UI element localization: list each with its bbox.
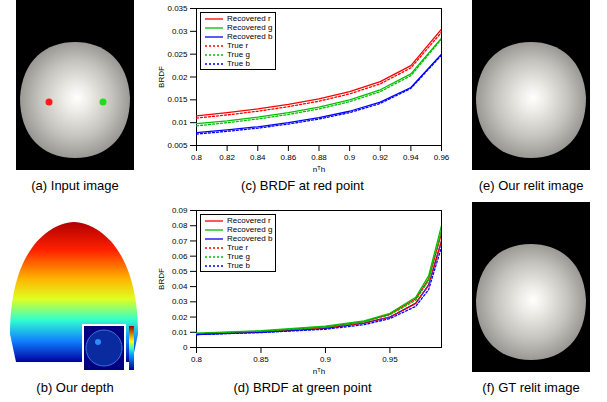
html-text:Recovered g: Recovered g bbox=[227, 23, 273, 32]
svg-text:BRDF: BRDF bbox=[157, 66, 166, 88]
html-text:True b: True b bbox=[227, 261, 250, 270]
svg-text:0.02: 0.02 bbox=[172, 73, 188, 82]
svg-text:0.85: 0.85 bbox=[253, 355, 269, 364]
html-text:True g: True g bbox=[227, 50, 250, 59]
svg-text:0.8: 0.8 bbox=[191, 153, 203, 162]
svg-text:0.07: 0.07 bbox=[172, 237, 188, 246]
svg-text:0.01: 0.01 bbox=[172, 118, 188, 127]
svg-text:0.94: 0.94 bbox=[403, 153, 419, 162]
svg-text:0.05: 0.05 bbox=[172, 267, 188, 276]
html-text:(b) Our depth: (b) Our depth bbox=[36, 380, 114, 395]
svg-text:0.9: 0.9 bbox=[320, 355, 332, 364]
svg-text:0.9: 0.9 bbox=[344, 153, 356, 162]
html-text:(e) Our relit image: (e) Our relit image bbox=[478, 178, 584, 193]
html-text:True g: True g bbox=[227, 252, 250, 261]
svg-text:0.8: 0.8 bbox=[191, 355, 203, 364]
html-text:True b: True b bbox=[227, 59, 250, 68]
svg-text:0.005: 0.005 bbox=[167, 141, 188, 150]
html-text:Recovered r: Recovered r bbox=[227, 14, 271, 23]
html-text:(f) GT relit image: (f) GT relit image bbox=[482, 380, 580, 395]
svg-text:0.88: 0.88 bbox=[311, 153, 327, 162]
svg-text:0.04: 0.04 bbox=[172, 282, 188, 291]
html-text:Recovered b: Recovered b bbox=[227, 234, 273, 243]
html-text:Recovered b: Recovered b bbox=[227, 32, 273, 41]
html-text:True r: True r bbox=[227, 243, 248, 252]
svg-text:0.09: 0.09 bbox=[172, 206, 188, 215]
svg-text:0.92: 0.92 bbox=[372, 153, 388, 162]
svg-text:0.03: 0.03 bbox=[172, 297, 188, 306]
svg-text:0.025: 0.025 bbox=[167, 50, 188, 59]
svg-text:nᵀh: nᵀh bbox=[313, 165, 325, 174]
svg-text:nᵀh: nᵀh bbox=[313, 367, 325, 376]
svg-text:0.03: 0.03 bbox=[172, 27, 188, 36]
svg-text:0.82: 0.82 bbox=[219, 153, 235, 162]
html-text:(c) BRDF at red point: (c) BRDF at red point bbox=[241, 178, 364, 193]
svg-text:0.86: 0.86 bbox=[281, 153, 297, 162]
svg-text:0.02: 0.02 bbox=[172, 313, 188, 322]
svg-text:0.035: 0.035 bbox=[167, 4, 188, 13]
svg-text:BRDF: BRDF bbox=[157, 268, 166, 290]
svg-text:0.95: 0.95 bbox=[382, 355, 398, 364]
html-text:(d) BRDF at green point: (d) BRDF at green point bbox=[233, 380, 372, 395]
html-text:Recovered g: Recovered g bbox=[227, 225, 273, 234]
html-text:Recovered r: Recovered r bbox=[227, 216, 271, 225]
svg-text:0.96: 0.96 bbox=[434, 153, 450, 162]
svg-text:0.06: 0.06 bbox=[172, 252, 188, 261]
svg-text:0.015: 0.015 bbox=[167, 95, 188, 104]
svg-text:0: 0 bbox=[183, 343, 188, 352]
svg-text:0.84: 0.84 bbox=[250, 153, 266, 162]
svg-text:0.08: 0.08 bbox=[172, 221, 188, 230]
html-text:True r: True r bbox=[227, 41, 248, 50]
svg-text:0.01: 0.01 bbox=[172, 328, 188, 337]
html-text:(a) Input image: (a) Input image bbox=[31, 178, 119, 193]
